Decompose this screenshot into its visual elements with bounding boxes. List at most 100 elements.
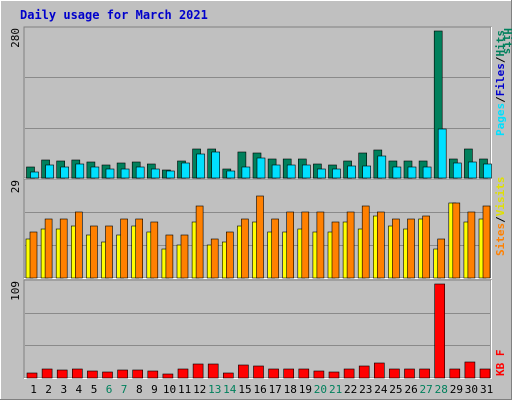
- x-day-label: 30: [465, 383, 478, 396]
- hits-gridlines: [25, 77, 490, 129]
- visits-bar-sites: [241, 218, 249, 279]
- kbytes-bar-kbytes: [147, 370, 159, 379]
- legend-pages: Pages: [494, 103, 507, 136]
- hits-bar-files: [30, 171, 39, 179]
- hits-bar-files: [151, 168, 160, 179]
- hits-bar-files: [135, 166, 145, 179]
- hits-bar-files: [241, 166, 251, 179]
- x-day-label: 18: [284, 383, 297, 396]
- hits-bar-files: [196, 153, 205, 179]
- visits-bar-sites: [467, 211, 476, 279]
- kbytes-bar-kbytes: [373, 362, 385, 379]
- legend-hits: Hits: [501, 28, 512, 55]
- x-day-label: 27: [419, 383, 432, 396]
- hits-bar-files: [422, 166, 432, 179]
- hits-legend-rest: Pages/Files/Hits: [494, 30, 507, 136]
- visits-bar-sites: [195, 205, 204, 279]
- hits-bars: [26, 30, 492, 179]
- x-day-label: 22: [344, 383, 357, 396]
- hits-bar-files: [286, 164, 296, 179]
- hits-bar-files: [407, 166, 417, 179]
- kbytes-y-max-label: 109: [9, 281, 22, 301]
- hits-panel: 280 Hits Pages/Files/Hits: [9, 26, 512, 179]
- kbytes-bar-kbytes: [419, 368, 430, 379]
- kbytes-bar-kbytes: [177, 368, 189, 379]
- x-day-label: 24: [374, 383, 388, 396]
- kbytes-bar-kbytes: [26, 372, 38, 379]
- kbytes-bar-kbytes: [117, 369, 128, 379]
- kbytes-plot-area: [23, 279, 492, 379]
- hits-y-max-label: 280: [9, 28, 22, 48]
- legend-hits-vert: Hits: [494, 30, 507, 57]
- hits-bar-files: [392, 166, 402, 179]
- hits-bar-files: [211, 151, 220, 179]
- hits-bar-files: [75, 163, 85, 179]
- visits-bar-sites: [256, 195, 264, 279]
- x-axis-day-labels: 1 2 3 4 5 6 7 8 9 10 11 12 13 14 15 16 17 18 19 20 21 22 23 24 2…: [30, 383, 493, 396]
- x-day-label: 31: [480, 383, 493, 396]
- hits-bar-files: [256, 157, 266, 179]
- hits-bar-files: [45, 164, 54, 179]
- x-day-label: 10: [163, 383, 176, 396]
- x-day-label: 20: [314, 383, 327, 396]
- hits-bar-files: [483, 163, 492, 179]
- kbytes-bar-kbytes: [162, 373, 174, 379]
- kbytes-bar-kbytes: [192, 363, 204, 379]
- visits-bar-sites: [331, 221, 340, 279]
- visits-bar-sites: [346, 211, 355, 279]
- hits-bar-files: [60, 166, 70, 179]
- x-day-label: 21: [329, 383, 342, 396]
- kbytes-gridlines: [25, 313, 490, 346]
- hits-bar-files: [332, 168, 341, 179]
- hits-bar-files: [377, 155, 387, 179]
- kbytes-bar-kbytes: [313, 370, 325, 379]
- legend-files: Files: [494, 63, 507, 96]
- kbytes-bar-kbytes: [56, 369, 68, 379]
- x-day-label: 3: [60, 383, 67, 396]
- visits-bar-sites: [452, 202, 461, 279]
- visits-bar-sites: [316, 211, 325, 279]
- kbytes-bar-kbytes: [434, 283, 446, 379]
- hits-bar-files: [301, 164, 311, 179]
- x-day-label: 5: [91, 383, 98, 396]
- visits-panel: 29 Sites/Visits: [9, 177, 507, 279]
- legend-sep-2: /: [494, 56, 507, 63]
- hits-bar-files: [226, 170, 236, 179]
- visits-bar-sites: [286, 211, 295, 279]
- hits-bar-files: [317, 168, 326, 179]
- chart-title: Daily usage for March 2021: [20, 8, 208, 22]
- visits-bar-sites: [407, 218, 415, 279]
- x-day-label: 13: [208, 383, 221, 396]
- visits-bars: [25, 195, 491, 279]
- legend-kb: KB: [494, 362, 507, 376]
- x-day-label: 17: [269, 383, 282, 396]
- legend-visits: Visits: [494, 177, 507, 217]
- visits-bar-sites: [271, 218, 279, 279]
- hits-bar-files: [437, 128, 447, 179]
- hits-bar-files: [120, 168, 130, 179]
- kbytes-bar-kbytes: [479, 368, 491, 379]
- x-day-label: 28: [435, 383, 448, 396]
- kbytes-bar-kbytes: [343, 368, 355, 379]
- x-day-label: 4: [75, 383, 82, 396]
- hits-bar-files: [271, 164, 281, 179]
- visits-bar-sites: [90, 225, 98, 279]
- kbytes-bar-kbytes: [87, 370, 98, 379]
- hits-bar-files: [468, 161, 477, 179]
- hits-bar-files: [362, 165, 372, 179]
- x-day-label: 16: [253, 383, 266, 396]
- visits-bar-sites: [376, 211, 385, 279]
- x-day-label: 9: [151, 383, 158, 396]
- x-day-label: 15: [238, 383, 251, 396]
- visits-bar-sites: [422, 215, 430, 279]
- kbytes-legend: KB F: [494, 350, 507, 377]
- x-day-label: 26: [404, 383, 417, 396]
- kbytes-bar-kbytes: [358, 365, 370, 379]
- kbytes-panel: 109 KB F: [9, 279, 507, 379]
- x-day-label: 12: [193, 383, 206, 396]
- kbytes-bar-kbytes: [253, 365, 264, 379]
- hits-bar-files: [105, 168, 115, 179]
- visits-bar-sites: [150, 221, 159, 279]
- kbytes-bar-kbytes: [268, 368, 279, 379]
